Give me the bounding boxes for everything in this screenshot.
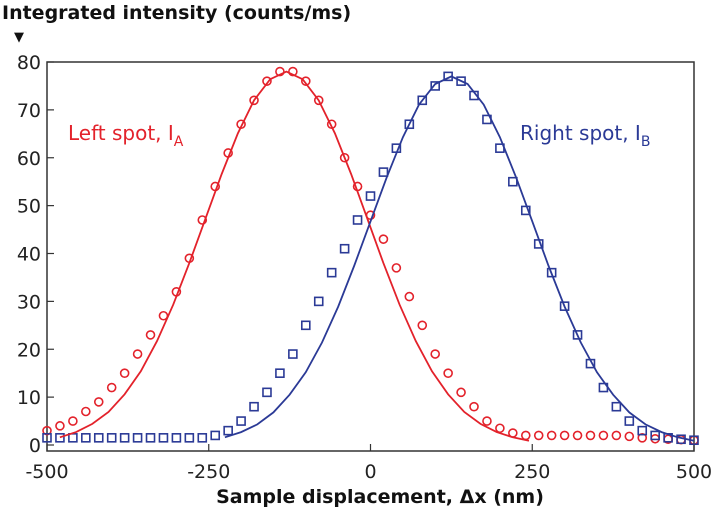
y-tick-label: 10 <box>17 387 41 409</box>
data-point <box>300 320 311 331</box>
data-point <box>391 263 402 273</box>
data-point <box>598 430 609 441</box>
data-point <box>365 191 376 201</box>
data-point <box>313 95 324 106</box>
data-point <box>559 430 570 441</box>
x-tick-label: 250 <box>514 461 550 483</box>
data-point <box>184 433 195 443</box>
data-point <box>158 433 169 443</box>
data-point <box>288 349 298 359</box>
data-point <box>520 205 531 216</box>
data-point <box>210 430 221 441</box>
data-point <box>55 433 65 443</box>
y-tick-label: 50 <box>17 196 41 218</box>
data-point <box>42 433 52 443</box>
x-tick-label: 0 <box>364 461 376 483</box>
data-point <box>68 416 78 426</box>
data-point <box>624 416 635 426</box>
data-point <box>650 430 660 441</box>
x-tick-label: -500 <box>25 461 68 483</box>
data-point <box>171 433 182 443</box>
data-point <box>482 416 492 426</box>
data-point <box>417 320 428 331</box>
data-point <box>585 430 596 441</box>
data-point <box>352 215 363 225</box>
data-point <box>404 119 415 130</box>
data-point <box>469 401 479 412</box>
y-tick-label: 60 <box>17 148 41 170</box>
data-point <box>145 330 156 340</box>
data-point <box>508 176 518 187</box>
data-point <box>572 330 583 340</box>
data-point <box>236 416 246 426</box>
y-tick-label: 30 <box>17 291 41 313</box>
y-tick-label: 80 <box>17 52 41 74</box>
data-point <box>300 76 311 86</box>
data-point <box>145 433 156 443</box>
data-point <box>223 425 233 436</box>
data-point <box>443 368 453 378</box>
y-tick-label: 20 <box>17 339 41 361</box>
data-point <box>637 425 648 436</box>
data-point <box>339 152 350 163</box>
data-point <box>197 215 208 225</box>
x-tick-label: 500 <box>676 461 712 483</box>
data-point <box>106 433 117 443</box>
data-point <box>68 433 78 443</box>
fit-line <box>59 70 530 442</box>
data-point <box>495 423 505 434</box>
data-point <box>249 401 259 412</box>
data-point <box>132 349 143 359</box>
data-point <box>81 406 91 417</box>
data-point <box>275 368 285 378</box>
data-point <box>119 368 130 378</box>
series-label: Left spot, IA <box>68 121 184 150</box>
data-point <box>339 243 350 254</box>
data-point <box>42 425 52 436</box>
y-axis-title: Integrated intensity (counts/ms) <box>2 2 352 24</box>
data-point <box>81 433 91 443</box>
data-point <box>119 433 130 443</box>
data-point <box>326 267 337 278</box>
data-point <box>106 382 117 393</box>
data-point <box>132 433 143 443</box>
data-point <box>55 421 65 431</box>
data-point <box>637 433 648 443</box>
x-tick-label: -250 <box>187 461 230 483</box>
data-point <box>572 430 583 441</box>
data-point <box>262 76 272 86</box>
fit-line <box>224 75 695 442</box>
y-tick-label: 70 <box>17 100 41 122</box>
y-tick-label: 0 <box>29 435 41 457</box>
y-axis-arrow-icon: ▼ <box>14 30 24 45</box>
data-point <box>611 430 622 441</box>
y-tick-label: 40 <box>17 244 41 266</box>
data-point <box>430 81 441 91</box>
data-point <box>520 430 531 441</box>
data-point <box>546 430 557 441</box>
data-point <box>611 401 622 412</box>
data-point <box>624 431 635 442</box>
data-point <box>93 397 104 407</box>
data-point <box>456 387 466 398</box>
data-point <box>378 234 389 244</box>
data-point <box>378 167 389 177</box>
data-point <box>456 76 466 86</box>
data-point <box>313 296 324 307</box>
data-point <box>417 95 428 106</box>
data-point <box>430 349 441 359</box>
x-axis-title: Sample displacement, Δx (nm) <box>216 486 544 508</box>
data-point <box>404 291 415 302</box>
data-point <box>533 430 544 441</box>
data-point <box>546 267 557 278</box>
data-point <box>262 387 272 398</box>
data-point <box>197 433 208 443</box>
series-label: Right spot, IB <box>520 121 650 150</box>
data-point <box>93 433 104 443</box>
data-point <box>559 301 570 311</box>
data-point <box>249 95 259 106</box>
